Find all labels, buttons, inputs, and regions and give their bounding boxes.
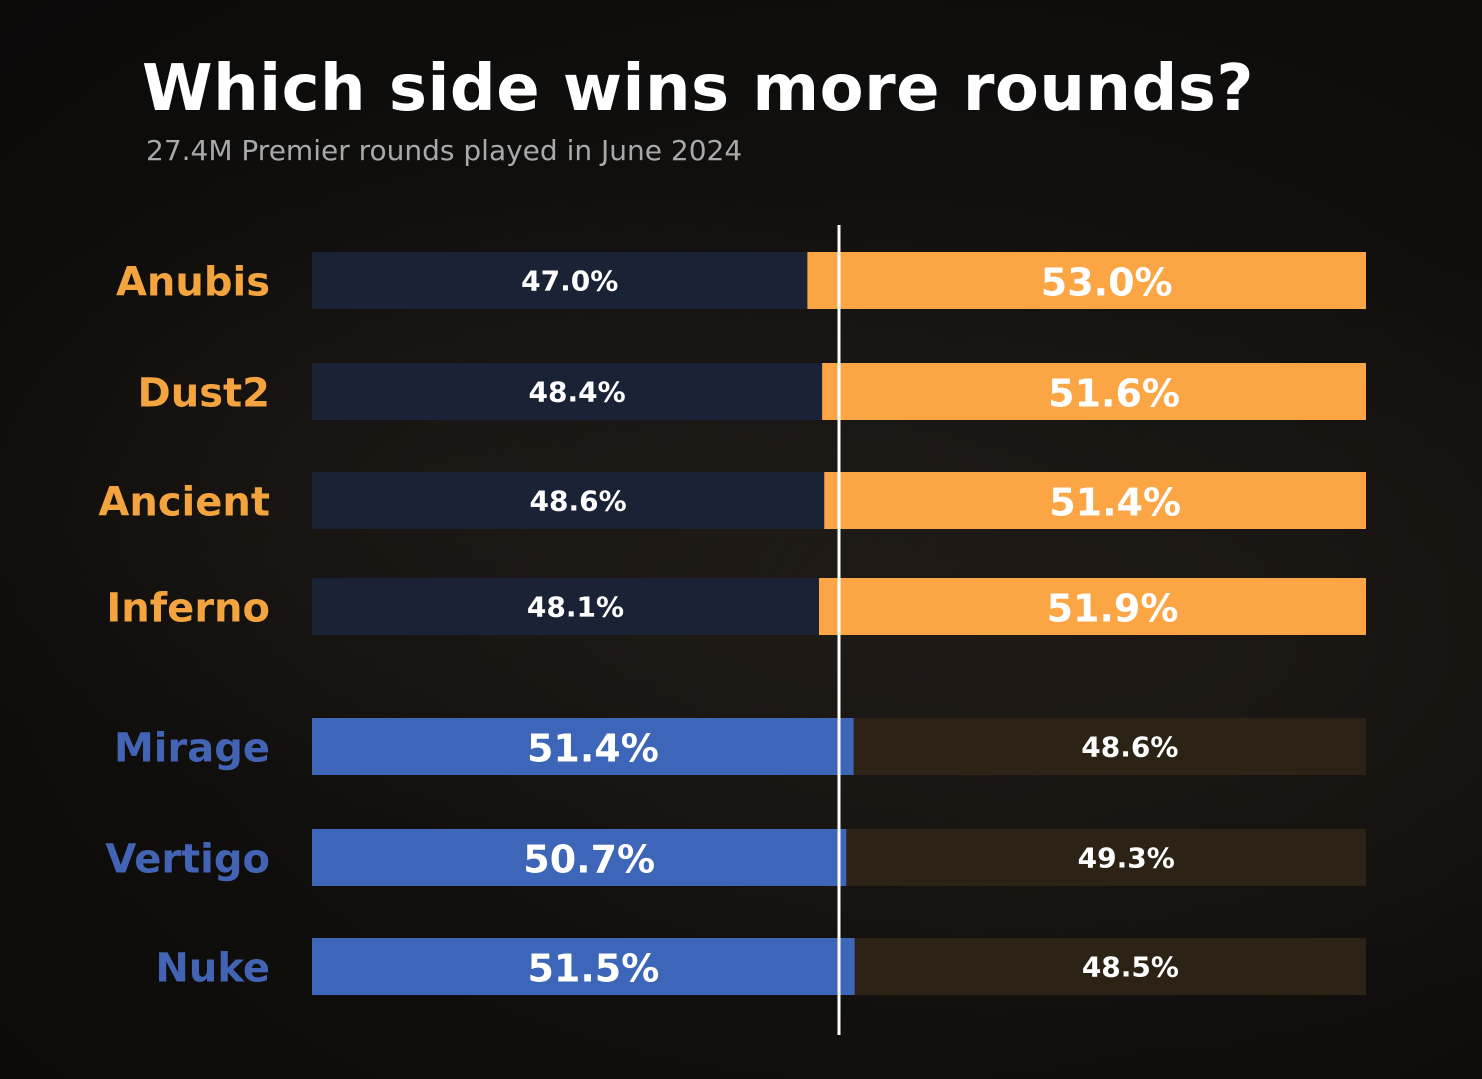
value-label-t-mirage: 48.6% <box>1081 731 1178 764</box>
bar-t-inferno <box>818 578 1366 635</box>
value-label-ct-dust2: 48.4% <box>528 376 625 409</box>
bar-ct-mirage <box>312 718 854 775</box>
value-label-ct-nuke: 51.5% <box>527 947 659 991</box>
value-label-ct-mirage: 51.4% <box>527 727 659 771</box>
value-label-t-inferno: 51.9% <box>1047 587 1179 631</box>
value-label-ct-inferno: 48.1% <box>527 591 624 624</box>
value-label-t-vertigo: 49.3% <box>1078 842 1175 875</box>
bar-ct-anubis <box>312 252 808 309</box>
value-label-t-ancient: 51.4% <box>1049 481 1181 525</box>
map-label-anubis: Anubis <box>116 260 270 306</box>
map-label-nuke: Nuke <box>155 946 270 992</box>
map-label-ancient: Ancient <box>98 480 270 526</box>
value-label-t-dust2: 51.6% <box>1048 372 1180 416</box>
bar-t-anubis <box>807 252 1366 309</box>
bar-t-vertigo <box>846 829 1366 886</box>
bar-ct-nuke <box>312 938 855 995</box>
value-label-ct-anubis: 47.0% <box>521 265 618 298</box>
bar-ct-inferno <box>312 578 819 635</box>
value-label-ct-vertigo: 50.7% <box>523 838 655 882</box>
map-label-vertigo: Vertigo <box>105 837 270 883</box>
value-label-t-anubis: 53.0% <box>1041 261 1173 305</box>
value-label-ct-ancient: 48.6% <box>530 485 627 518</box>
bar-ct-ancient <box>312 472 825 529</box>
bar-t-mirage <box>853 718 1366 775</box>
chart-subtitle: 27.4M Premier rounds played in June 2024 <box>146 134 743 167</box>
map-label-mirage: Mirage <box>114 726 270 772</box>
bar-t-ancient <box>824 472 1366 529</box>
chart-title: Which side wins more rounds? <box>142 52 1254 126</box>
bar-ct-dust2 <box>312 363 823 420</box>
bar-t-dust2 <box>822 363 1366 420</box>
value-label-t-nuke: 48.5% <box>1082 951 1179 984</box>
bar-t-nuke <box>854 938 1366 995</box>
map-label-dust2: Dust2 <box>138 371 270 417</box>
map-label-inferno: Inferno <box>106 586 270 632</box>
bar-ct-vertigo <box>312 829 847 886</box>
